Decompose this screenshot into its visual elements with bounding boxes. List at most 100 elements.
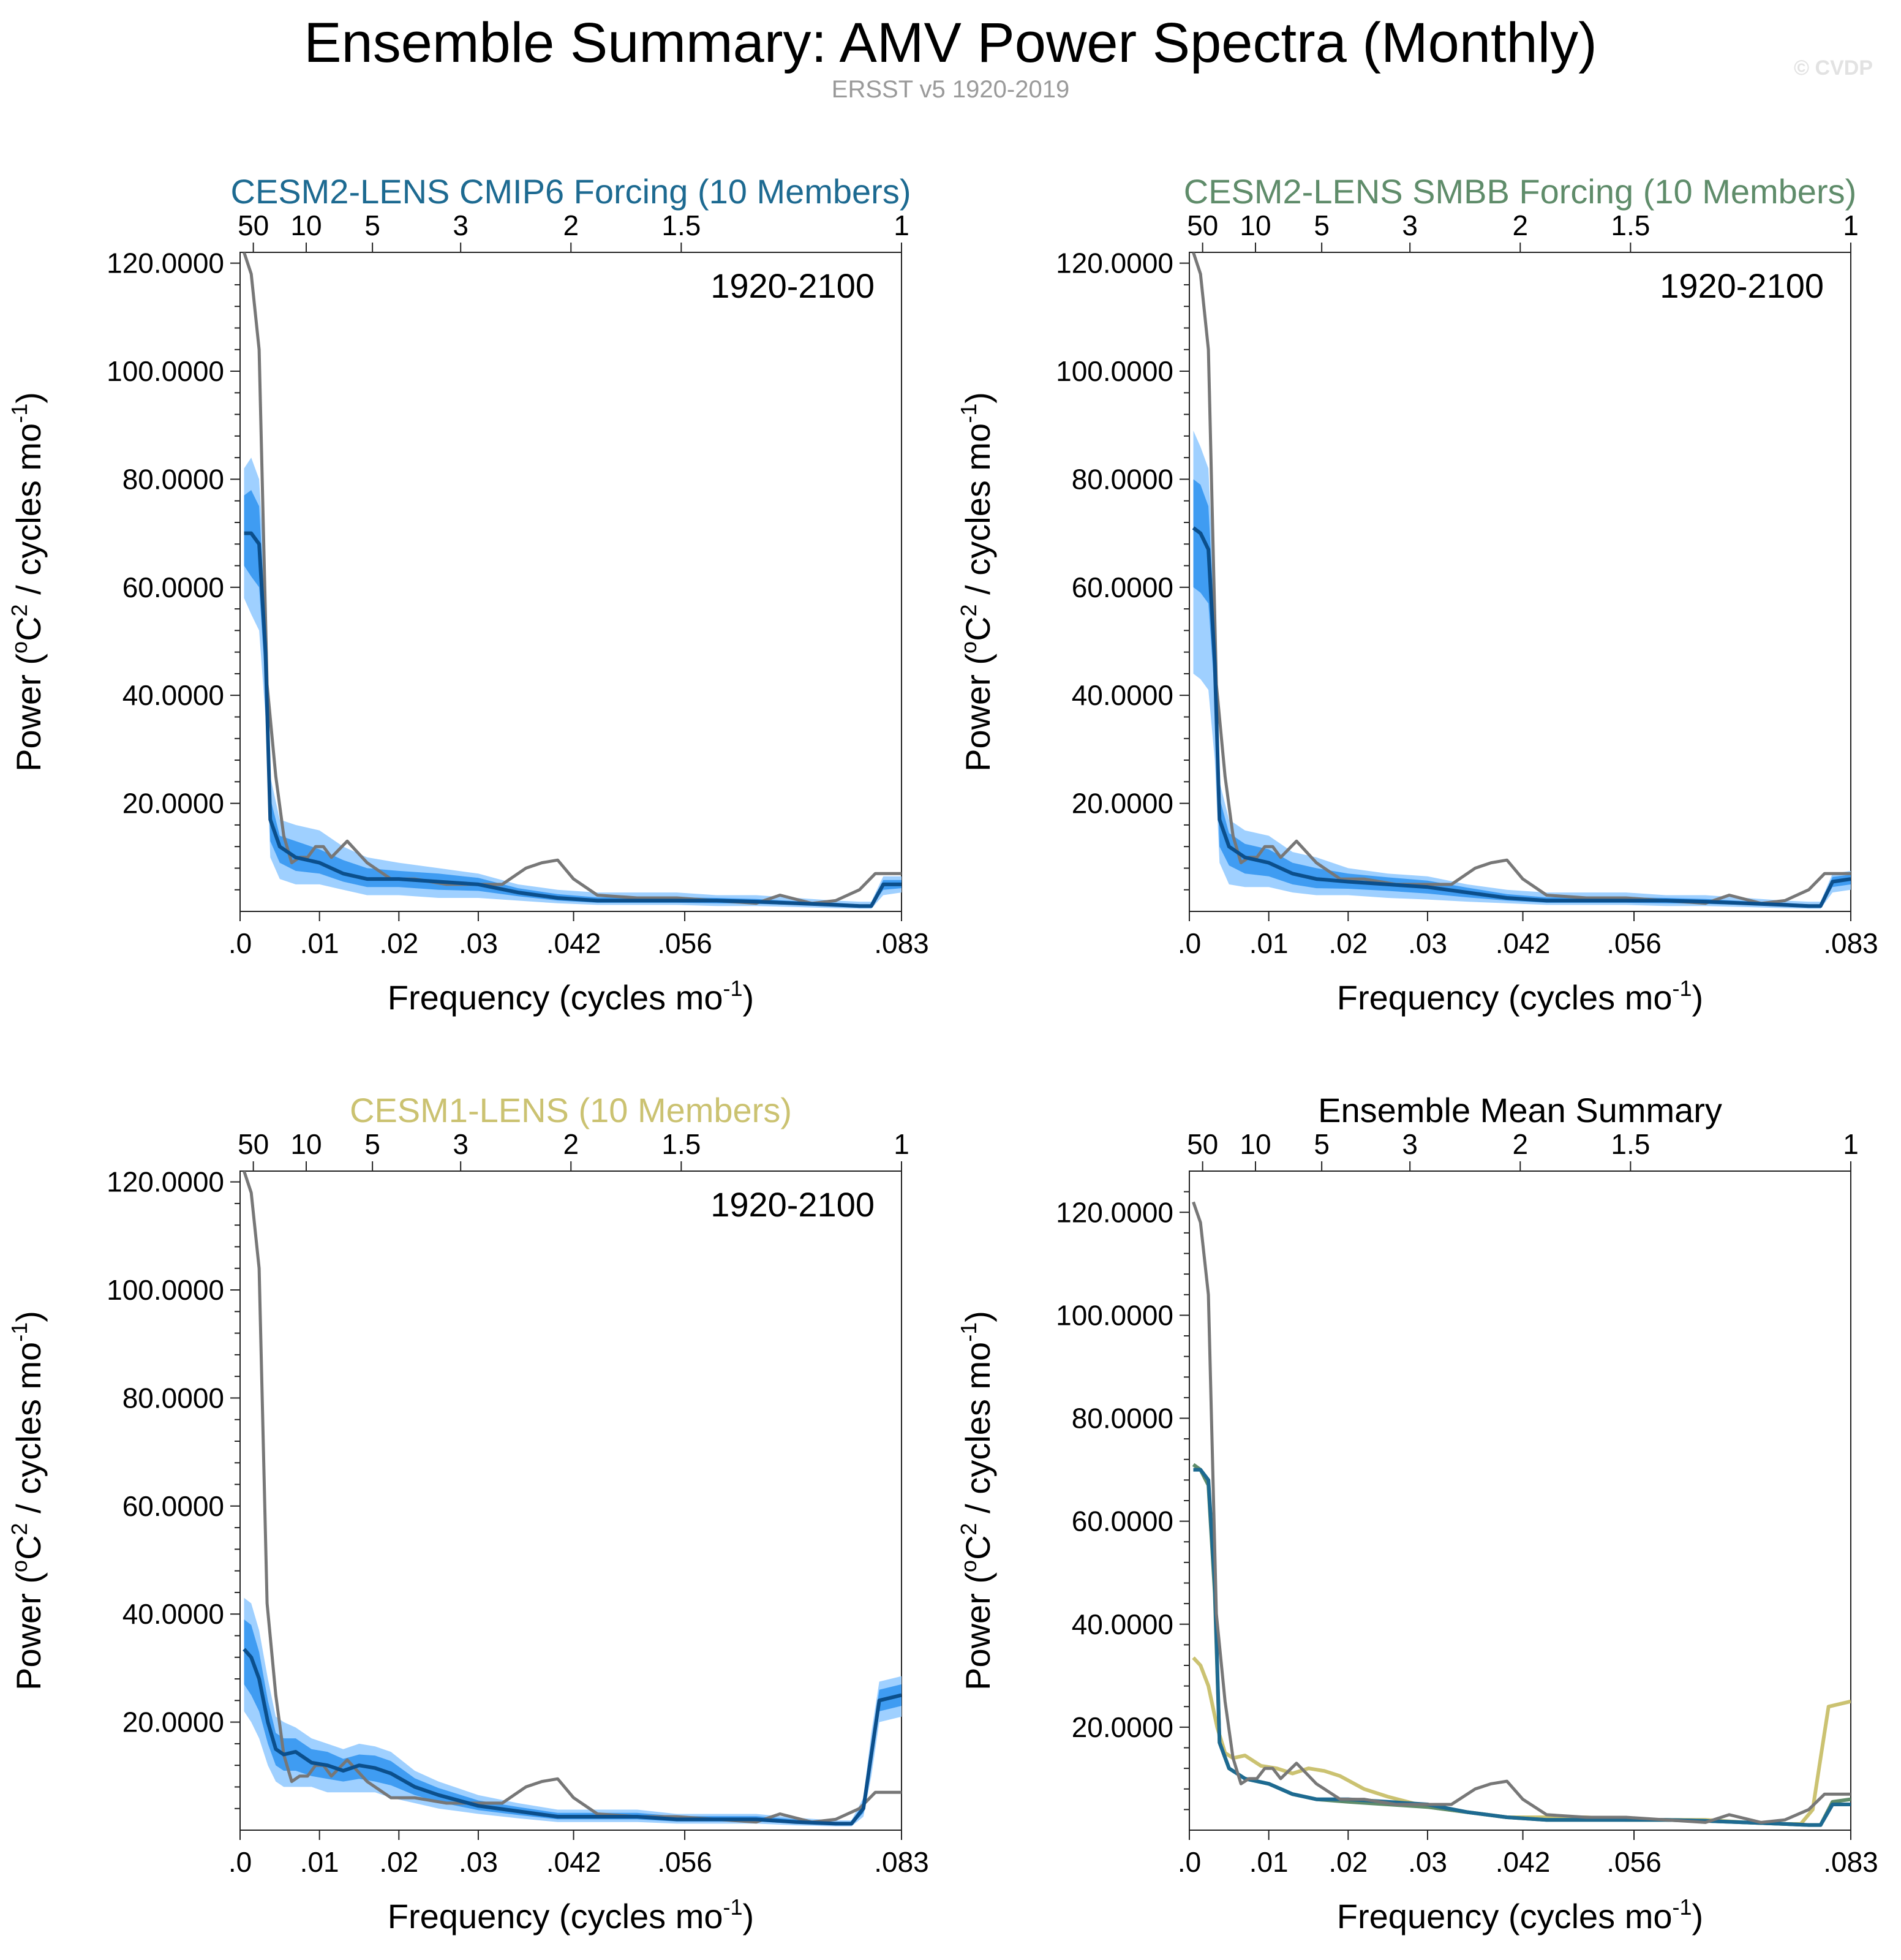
period-tick-label: 5 (364, 1128, 380, 1160)
y-tick-label: 20.0000 (1072, 1711, 1173, 1743)
period-tick-label: 3 (453, 1128, 469, 1160)
y-tick-label: 120.0000 (1056, 247, 1173, 279)
panel-title: CESM1-LENS (10 Members) (350, 1091, 792, 1129)
y-axis-label: Power (oC2 / cycles mo-1) (7, 1311, 48, 1691)
y-axis-label: Power (oC2 / cycles mo-1) (956, 392, 997, 772)
plot-frame (239, 252, 902, 912)
y-tick-label: 20.0000 (122, 1706, 224, 1738)
x-tick-label: .02 (1328, 1846, 1368, 1878)
period-tick-label: 1 (1843, 209, 1859, 241)
x-tick-label: .03 (1408, 1846, 1447, 1878)
period-tick-label: 2 (563, 209, 579, 241)
plot-frame (239, 1170, 902, 1831)
x-tick-label: .0 (1178, 1846, 1201, 1878)
period-tick-label: 50 (1187, 1128, 1218, 1160)
y-tick-label: 120.0000 (107, 247, 224, 279)
y-tick-label: 100.0000 (107, 1274, 224, 1306)
x-tick-label: .0 (228, 1846, 252, 1878)
spread-band-outer (244, 1597, 902, 1826)
x-tick-label: .056 (657, 1846, 712, 1878)
x-tick-label: .01 (300, 1846, 339, 1878)
plot-data (1192, 252, 1851, 909)
x-tick-label: .056 (1606, 1846, 1662, 1878)
x-tick-label: .042 (546, 1846, 601, 1878)
x-tick-label: .02 (1328, 927, 1368, 959)
observed-line (243, 252, 902, 905)
chart-panel-4: Ensemble Mean Summary 20.0000 40.0000 60.00… (956, 1091, 1878, 1936)
x-tick-label: .02 (379, 927, 418, 959)
ensemble-mean-line (243, 1648, 902, 1826)
period-tick-label: 50 (238, 209, 269, 241)
x-tick-label: .083 (874, 927, 929, 959)
x-tick-label: .056 (1606, 927, 1662, 959)
period-tick-label: 10 (290, 209, 322, 241)
x-tick-label: .01 (300, 927, 339, 959)
series-line (1193, 1468, 1851, 1827)
y-tick-label: 100.0000 (107, 355, 224, 387)
period-tick-label: 1 (894, 209, 909, 241)
period-label: 1920-2100 (1660, 266, 1824, 305)
period-tick-label: 1.5 (1611, 1128, 1650, 1160)
period-tick-label: 2 (563, 1128, 579, 1160)
period-tick-label: 10 (1240, 209, 1271, 241)
period-label: 1920-2100 (710, 266, 875, 305)
period-tick-label: 1.5 (1611, 209, 1650, 241)
x-tick-label: .0 (228, 927, 252, 959)
panel-title: Ensemble Mean Summary (1318, 1091, 1722, 1129)
y-tick-label: 40.0000 (1072, 1608, 1173, 1640)
spread-band-inner (1193, 479, 1851, 907)
plot-data (243, 1171, 902, 1826)
y-axis-label: Power (oC2 / cycles mo-1) (7, 392, 48, 772)
period-tick-label: 10 (1240, 1128, 1271, 1160)
period-tick-label: 50 (238, 1128, 269, 1160)
y-axis-label: Power (oC2 / cycles mo-1) (956, 1311, 997, 1691)
x-tick-label: .01 (1249, 1846, 1289, 1878)
period-tick-label: 2 (1512, 209, 1528, 241)
plot-frame (1189, 252, 1851, 912)
observed-line (243, 1171, 902, 1824)
y-tick-label: 20.0000 (1072, 788, 1173, 820)
period-tick-label: 10 (290, 1128, 322, 1160)
chart-panel-3: CESM1-LENS (10 Members) 20.0000 40.0000 60.… (7, 1091, 929, 1936)
period-tick-label: 5 (1314, 209, 1330, 241)
period-tick-label: 1.5 (661, 1128, 701, 1160)
ensemble-mean-line (244, 531, 902, 908)
x-tick-label: .083 (1823, 1846, 1878, 1878)
x-tick-label: .042 (546, 927, 601, 959)
y-tick-label: 120.0000 (1056, 1196, 1173, 1228)
period-tick-label: 2 (1512, 1128, 1528, 1160)
period-tick-label: 3 (1402, 209, 1418, 241)
panel-title: CESM2-LENS SMBB Forcing (10 Members) (1184, 172, 1857, 211)
page-subtitle: ERSST v5 1920-2019 (831, 76, 1070, 103)
spread-band-outer (1193, 431, 1851, 909)
chart-panel-1: CESM2-LENS CMIP6 Forcing (10 Members) 20.… (7, 172, 929, 1017)
period-tick-label: 5 (364, 209, 380, 241)
observed-line (1192, 1201, 1851, 1824)
spread-band-outer (244, 458, 902, 909)
period-tick-label: 1 (1843, 1128, 1859, 1160)
y-tick-label: 60.0000 (122, 1490, 224, 1522)
plot-data (243, 252, 902, 909)
y-tick-label: 80.0000 (1072, 1403, 1173, 1434)
y-tick-label: 40.0000 (122, 679, 224, 711)
period-tick-label: 3 (453, 209, 469, 241)
y-tick-label: 20.0000 (122, 788, 224, 820)
y-tick-label: 80.0000 (122, 1382, 224, 1414)
x-tick-label: .083 (1823, 927, 1878, 959)
panel-title: CESM2-LENS CMIP6 Forcing (10 Members) (231, 172, 911, 211)
spread-band-inner (244, 1619, 902, 1826)
spread-band-inner (244, 490, 902, 907)
x-tick-label: .03 (1408, 927, 1447, 959)
x-tick-label: .083 (874, 1846, 929, 1878)
page-title: Ensemble Summary: AMV Power Spectra (Mon… (304, 12, 1597, 74)
y-tick-label: 120.0000 (107, 1166, 224, 1198)
period-tick-label: 1 (894, 1128, 909, 1160)
x-tick-label: .02 (379, 1846, 418, 1878)
x-tick-label: .0 (1178, 927, 1201, 959)
plot-frame (1189, 1170, 1851, 1831)
y-tick-label: 40.0000 (122, 1598, 224, 1630)
period-tick-label: 5 (1314, 1128, 1330, 1160)
x-axis-label: Frequency (cycles mo-1) (388, 1894, 754, 1936)
y-tick-label: 100.0000 (1056, 1299, 1173, 1331)
